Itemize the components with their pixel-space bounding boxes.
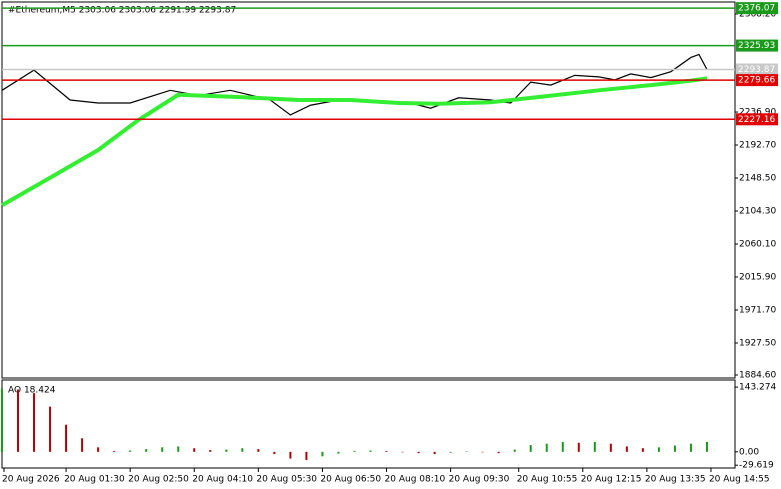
- y-tick-label: -29.619: [739, 461, 774, 471]
- y-tick-label: 2060.10: [739, 240, 776, 250]
- ao-bar: [257, 449, 260, 452]
- y-tick-label: 2104.30: [739, 207, 776, 217]
- x-tick-label: 20 Aug 10:55: [517, 475, 578, 485]
- y-tick-label: 2236.90: [739, 108, 776, 118]
- level-label: 2325.93: [738, 41, 775, 51]
- ao-bar: [273, 451, 276, 455]
- ao-bar: [545, 443, 548, 452]
- level-box: [736, 113, 778, 126]
- ao-bar: [49, 406, 52, 452]
- y-tick-label: 1927.50: [739, 338, 776, 348]
- ao-bar: [305, 451, 308, 460]
- series-line: [1, 53, 708, 116]
- ao-bar: [625, 446, 628, 452]
- ao-bar: [673, 445, 676, 452]
- ao-bar: [481, 451, 484, 453]
- ao-bar: [161, 447, 164, 452]
- x-tick-label: 20 Aug 14:55: [709, 475, 770, 485]
- y-tick-label: 2368.20: [739, 10, 776, 20]
- y-tick-label: 0.00: [739, 447, 759, 457]
- x-tick-label: 20 Aug 06:50: [320, 475, 381, 485]
- level-label: 2293.87: [738, 65, 775, 75]
- x-tick-label: 20 Aug 01:30: [64, 475, 125, 485]
- ao-bar: [17, 389, 20, 452]
- ao-bar: [289, 451, 292, 459]
- ao-bar: [129, 450, 132, 452]
- ao-bar: [65, 424, 68, 452]
- ao-bar: [401, 451, 404, 453]
- ao-bar: [33, 393, 36, 452]
- y-tick-label: 1971.70: [739, 305, 776, 315]
- ao-bar: [225, 449, 228, 452]
- ao-bar: [321, 451, 324, 457]
- x-tick-label: 20 Aug 08:10: [385, 475, 446, 485]
- ao-bar: [561, 441, 564, 452]
- level-label: 2279.66: [738, 76, 775, 86]
- ao-bar: [337, 451, 340, 454]
- ao-bar: [369, 450, 372, 452]
- ao-bar: [417, 451, 420, 454]
- ao-bar: [1, 388, 3, 452]
- x-tick-label: 20 Aug 04:10: [192, 475, 253, 485]
- chart-title: #Ethereum,M5 2303.06 2303.06 2291.99 229…: [8, 6, 236, 16]
- ao-bar: [513, 449, 516, 452]
- indicator-title: AO 18.424: [8, 386, 56, 396]
- ao-bar: [705, 441, 708, 452]
- level-label: 2227.16: [738, 115, 775, 125]
- y-tick-label: 2192.70: [739, 141, 776, 151]
- ao-bar: [577, 442, 580, 452]
- x-tick-label: 20 Aug 09:30: [449, 475, 510, 485]
- ao-bar: [641, 448, 644, 452]
- ao-bar: [209, 450, 212, 452]
- ao-bar: [97, 447, 100, 452]
- ao-bar: [241, 448, 244, 452]
- ao-bar: [113, 450, 116, 452]
- sub-frame: [1, 379, 736, 469]
- x-tick-label: 20 Aug 2026: [2, 475, 60, 485]
- x-tick-label: 20 Aug 05:30: [256, 475, 317, 485]
- series-line: [1, 76, 708, 208]
- ao-bar: [177, 446, 180, 452]
- y-tick-label: 2015.90: [739, 273, 776, 283]
- ao-bar: [145, 449, 148, 452]
- y-tick-label: 143.274: [739, 383, 776, 393]
- ao-bar: [609, 443, 612, 452]
- ao-bar: [449, 451, 452, 453]
- ao-bar: [657, 447, 660, 452]
- x-tick-label: 20 Aug 12:15: [581, 475, 642, 485]
- main-frame: [1, 1, 736, 379]
- ao-bar: [433, 451, 436, 455]
- level-box: [736, 63, 778, 76]
- level-label: 2376.07: [738, 4, 775, 14]
- x-tick-label: 20 Aug 02:50: [128, 475, 189, 485]
- ao-bar: [529, 445, 532, 452]
- y-tick-label: 1884.60: [739, 371, 776, 381]
- ao-bar: [193, 448, 196, 452]
- level-box: [736, 39, 778, 52]
- level-box: [736, 2, 778, 15]
- ao-bar: [465, 451, 468, 452]
- ao-bar: [353, 450, 356, 452]
- x-tick-label: 20 Aug 13:35: [645, 475, 706, 485]
- level-box: [736, 74, 778, 87]
- ao-bar: [81, 438, 84, 452]
- ao-bar: [593, 441, 596, 452]
- ao-bar: [497, 451, 500, 454]
- y-tick-label: 2148.50: [739, 174, 776, 184]
- ao-bar: [385, 450, 388, 452]
- ao-bar: [689, 443, 692, 452]
